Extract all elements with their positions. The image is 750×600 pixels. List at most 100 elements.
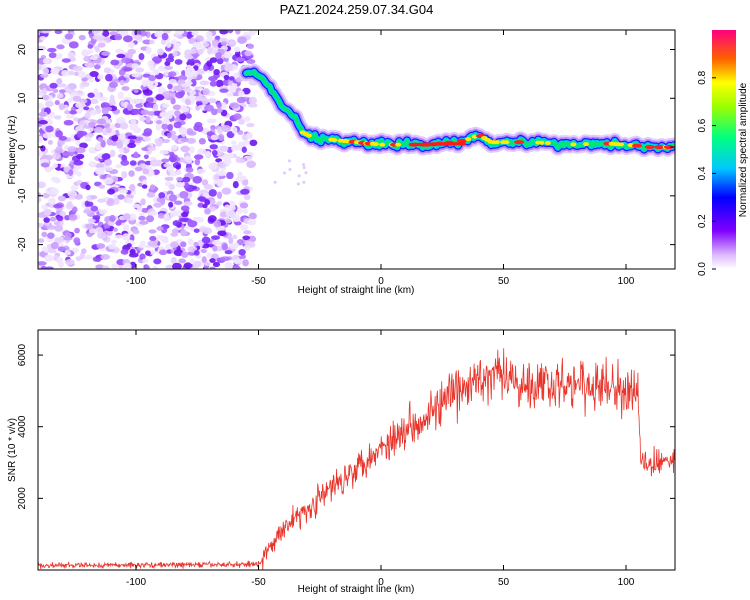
spectrogram-noise-blob: [168, 183, 176, 190]
spectrogram-noise-blob: [61, 69, 69, 77]
spectrogram-noise-blob: [93, 45, 100, 50]
spectrogram-noise-blob: [74, 227, 80, 234]
spectrogram-noise-blob: [233, 259, 243, 265]
spectrogram-noise-blob: [140, 207, 148, 213]
spectrogram-noise-blob: [94, 64, 101, 70]
spectrogram-noise-blob: [216, 179, 224, 187]
spectrogram-noise-blob: [224, 262, 234, 269]
spectrogram-noise-blob: [229, 102, 240, 109]
spectrogram-noise-blob: [165, 41, 172, 48]
spectrogram-noise-blob: [148, 75, 157, 82]
spectrogram-noise-blob: [138, 215, 146, 221]
spectrogram-noise-blob: [107, 197, 115, 204]
spectrogram-noise-blob: [154, 30, 163, 38]
spectrogram-noise-blob: [211, 39, 219, 47]
spectrogram-noise-blob: [227, 30, 234, 34]
spectrogram-noise-blob: [231, 265, 241, 269]
spectrogram-noise-blob: [88, 121, 96, 128]
spectrogram-noise-blob: [89, 55, 98, 61]
spectrogram-noise-blob: [38, 135, 43, 144]
spectrogram-noise-blob: [44, 254, 54, 262]
spectrogram-noise-blob: [206, 36, 214, 42]
spectrogram-noise-blob: [235, 176, 243, 183]
spectrogram-noise-blob: [219, 145, 229, 152]
spectrogram-noise-blob: [87, 92, 95, 98]
spectrogram-noise-blob: [184, 71, 194, 78]
spectrogram-peak-spot: [618, 142, 625, 147]
spectrogram-noise-blob: [134, 166, 143, 172]
spectrogram-noise-blob: [186, 128, 194, 135]
spectrogram-noise-blob: [123, 73, 130, 78]
spectrogram-noise-blob: [226, 131, 235, 139]
spectrogram-noise-blob: [224, 218, 232, 224]
spectrogram-noise-blob: [202, 88, 210, 96]
colorbar-tick-label: 0.2: [697, 214, 708, 228]
spectrogram-noise-blob: [238, 141, 247, 148]
spectrogram-noise-blob: [183, 262, 193, 269]
spectrogram-noise-blob: [228, 40, 237, 46]
spectrogram-noise-blob: [156, 226, 164, 231]
spectrogram-noise-blob: [83, 209, 93, 214]
spectrogram-noise-blob: [246, 43, 255, 50]
spectrogram-noise-blob: [149, 235, 157, 242]
spectrogram-noise-blob: [41, 204, 48, 210]
spectrogram-noise-blob: [114, 33, 122, 41]
spectrogram-noise-blob: [146, 191, 156, 198]
spectrogram-noise-blob: [80, 50, 91, 56]
spectrogram-noise-blob: [167, 166, 175, 173]
spectrogram-noise-blob: [210, 235, 221, 240]
spectrogram-noise-blob: [157, 48, 164, 56]
spectrogram-noise-blob: [98, 96, 108, 102]
spectrogram-noise-blob: [76, 130, 84, 139]
spectrogram-noise-blob: [40, 162, 50, 168]
spectrogram-noise-blob: [175, 181, 185, 188]
spectrogram-noise-blob: [78, 71, 86, 79]
spectrogram-noise-blob: [168, 156, 178, 162]
spectrogram-noise-blob: [246, 59, 256, 64]
spectrogram-noise-blob: [165, 57, 175, 63]
spectrogram-noise-blob: [47, 232, 55, 239]
spectrogram-noise-blob: [157, 212, 165, 219]
spectrogram-noise-blob: [55, 130, 64, 138]
spectrogram-noise-blob: [88, 161, 97, 168]
spectrogram-noise-blob: [200, 248, 208, 254]
spectrogram-noise-blob: [217, 230, 227, 237]
spectrogram-noise-blob: [93, 87, 99, 96]
spectrogram-peak-spot: [654, 145, 665, 150]
spectrogram-noise-blob: [165, 264, 175, 269]
spectrogram-noise-blob: [81, 248, 87, 254]
spectrogram-y-tick-label: -10: [17, 188, 28, 203]
spectrogram-noise-blob: [171, 228, 179, 234]
spectrogram-noise-blob: [142, 168, 150, 175]
spectrogram-noise-blob: [69, 110, 78, 115]
spectrogram-noise-blob: [112, 198, 120, 205]
spectrogram-noise-blob: [166, 132, 172, 139]
spectrogram-noise-blob: [178, 258, 187, 264]
spectrogram-noise-blob: [112, 227, 118, 232]
spectrogram-noise-blob: [121, 171, 128, 179]
spectrogram-noise-blob: [206, 131, 215, 137]
spectrogram-noise-blob: [196, 68, 205, 75]
colorbar-tick-label: 0.8: [697, 70, 708, 84]
spectrogram-noise-blob: [162, 139, 171, 144]
spectrogram-noise-blob: [220, 256, 230, 262]
spectrogram-noise-blob: [185, 113, 192, 119]
spectrogram-noise-blob: [83, 254, 93, 260]
spectrogram-noise-blob: [198, 138, 206, 145]
spectrogram-noise-blob: [181, 106, 190, 113]
spectrogram-noise-blob: [100, 253, 111, 260]
spectrogram-noise-blob: [109, 31, 118, 36]
spectrogram-noise-blob: [76, 153, 85, 159]
spectrogram-noise-blob: [119, 133, 126, 141]
spectrogram-noise-blob: [194, 158, 201, 166]
spectrogram-peak-spot: [331, 137, 338, 142]
spectrogram-noise-blob: [219, 88, 229, 93]
spectrogram-noise-blob: [107, 188, 116, 195]
spectrogram-noise-blob: [138, 116, 146, 122]
spectrogram-noise-blob: [138, 244, 146, 249]
spectrogram-noise-blob: [145, 46, 152, 55]
spectrogram-noise-blob: [142, 79, 148, 87]
spectrogram-noise-blob: [197, 148, 207, 155]
spectrogram-noise-blob: [246, 160, 256, 169]
spectrogram-noise-blob: [169, 241, 179, 248]
